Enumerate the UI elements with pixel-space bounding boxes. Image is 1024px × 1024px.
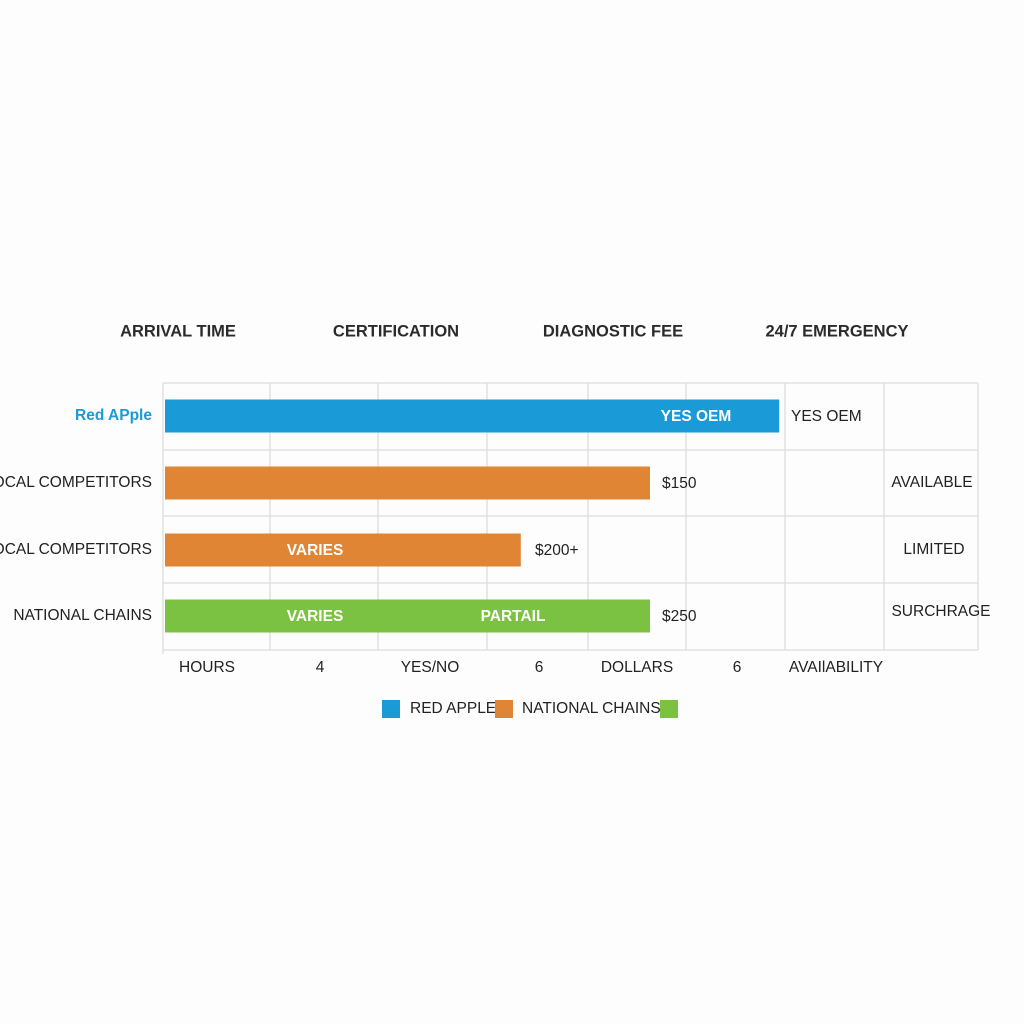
x-tick-label: AVAIlABILITY — [789, 659, 883, 676]
column-header: DIAGNOSTIC FEE — [543, 322, 683, 340]
bar-value-label: $150 — [662, 475, 697, 492]
column-header: CERTIFICATION — [333, 322, 459, 340]
x-tick-label: 6 — [535, 659, 544, 676]
x-tick-label: HOURS — [179, 659, 235, 676]
x-tick-label: 4 — [316, 659, 325, 676]
bar-inner-label: VARIES — [287, 608, 344, 625]
bar-inner-label: VARIES — [287, 542, 344, 559]
x-tick-label: YES/NO — [401, 659, 460, 676]
x-tick-label: 6 — [733, 659, 742, 676]
emergency-label: AVAILABLE — [891, 474, 972, 491]
bar — [165, 599, 651, 633]
legend-swatch — [382, 700, 400, 718]
emergency-label: LIMITED — [903, 541, 964, 558]
bar-inner-label: PARTAIL — [481, 608, 546, 625]
bar — [165, 533, 521, 567]
legend-label: NATIONAL CHAINS — [522, 700, 661, 717]
category-label: LOCAL COMPETITORS — [0, 541, 152, 558]
category-label: LOCAL COMPETITORS — [0, 474, 152, 491]
emergency-label: SURCHRAGE — [891, 603, 990, 620]
column-header: 24/7 EMERGENCY — [765, 322, 908, 340]
legend-label: RED APPLE — [410, 700, 496, 717]
x-tick-label: DOLLARS — [601, 659, 673, 676]
legend-swatch — [495, 700, 513, 718]
bar — [165, 399, 780, 433]
column-header: ARRIVAL TIME — [120, 322, 236, 340]
bar — [165, 466, 651, 500]
category-label: Red APple — [75, 407, 152, 424]
bar-value-label: $250 — [662, 608, 697, 625]
bar-inner-label: YES OEM — [661, 408, 732, 425]
legend-swatch — [660, 700, 678, 718]
bar-value-label: YES OEM — [791, 408, 862, 425]
bar-value-label: $200+ — [535, 542, 579, 559]
category-label: NATIONAL CHAINS — [13, 607, 152, 624]
